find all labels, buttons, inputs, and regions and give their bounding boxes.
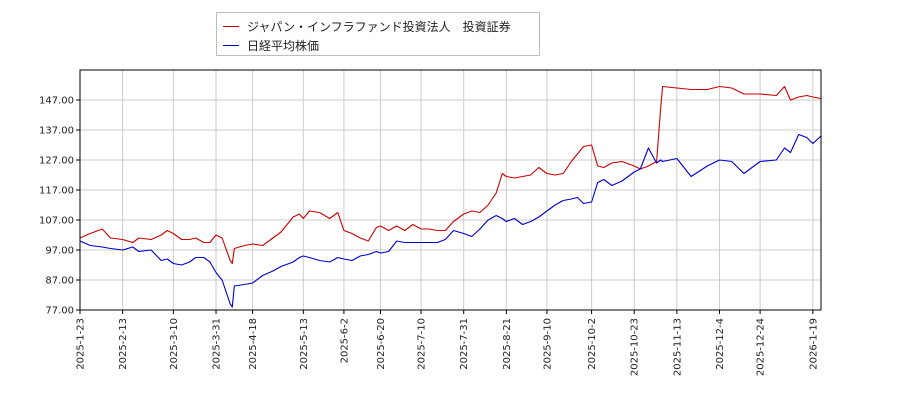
y-tick-label: 107.00: [39, 216, 74, 227]
y-axis: 77.00 87.00 97.00 107.00 117.00 127.00 137.00 1…: [39, 96, 80, 317]
x-tick-label: 2025-10-23: [630, 318, 641, 376]
y-tick-label: 77.00: [45, 306, 74, 317]
y-tick-label: 87.00: [45, 276, 74, 287]
legend-label-series-2: 日経平均株価: [247, 38, 320, 53]
x-tick-label: 2025-6-2: [339, 318, 350, 363]
x-tick-label: 2025-6-20: [376, 318, 387, 370]
x-tick-label: 2025-7-31: [459, 318, 470, 370]
series-line-1: [79, 85, 822, 265]
legend-label-series-1: ジャパン・インフラファンド投資法人 投資証券: [247, 19, 511, 34]
x-axis: 2025-1-23 2025-2-13 2025-3-10 2025-3-31 2025…: [76, 310, 819, 376]
x-tick-label: 2025-5-13: [299, 318, 310, 370]
y-tick-label: 137.00: [39, 126, 74, 137]
x-tick-label: 2025-12-24: [756, 318, 767, 376]
legend-swatch-series-2: [223, 44, 239, 46]
x-tick-label: 2025-3-10: [169, 318, 180, 370]
legend-swatch-series-1: [223, 25, 239, 27]
legend-item-series-1: ジャパン・インフラファンド投資法人 投資証券: [223, 16, 511, 36]
legend-item-series-2: 日経平均株価: [223, 35, 319, 55]
series-lines: [79, 85, 822, 308]
x-tick-label: 2025-2-13: [118, 318, 129, 370]
series-line-2: [79, 133, 822, 308]
x-tick-label: 2026-1-19: [808, 318, 819, 370]
grid: [79, 70, 821, 311]
y-tick-label: 127.00: [39, 156, 74, 167]
x-tick-label: 2025-12-4: [715, 318, 726, 370]
y-tick-label: 97.00: [45, 246, 74, 257]
x-tick-label: 2025-7-10: [417, 318, 428, 370]
legend: ジャパン・インフラファンド投資法人 投資証券 日経平均株価: [216, 12, 540, 56]
x-tick-label: 2025-3-31: [212, 318, 223, 370]
x-tick-label: 2025-8-21: [502, 318, 513, 370]
x-tick-label: 2025-10-2: [587, 318, 598, 370]
x-tick-label: 2025-1-23: [76, 318, 87, 370]
x-tick-label: 2025-9-10: [542, 318, 553, 370]
x-tick-label: 2025-11-13: [672, 318, 683, 376]
y-tick-label: 147.00: [39, 96, 74, 107]
x-tick-label: 2025-4-18: [248, 318, 259, 370]
y-tick-label: 117.00: [39, 186, 74, 197]
